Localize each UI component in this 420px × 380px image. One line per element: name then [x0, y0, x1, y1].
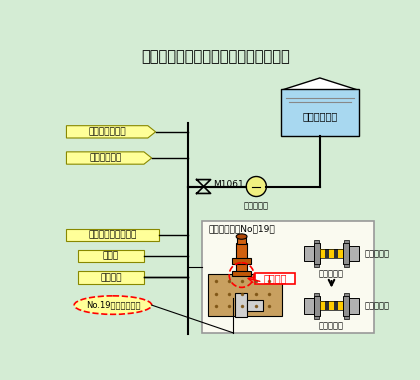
Bar: [320, 249, 343, 258]
Ellipse shape: [74, 296, 152, 314]
Bar: [78, 271, 144, 283]
Text: 伊方発電所　屋外消火配管系統概略図: 伊方発電所 屋外消火配管系統概略図: [141, 49, 290, 64]
Bar: [202, 221, 374, 333]
Bar: [344, 263, 349, 267]
Bar: [344, 316, 349, 319]
Bar: [339, 301, 343, 310]
Text: ガス庫前: ガス庫前: [100, 273, 122, 282]
Text: 変圧器消火設備: 変圧器消火設備: [88, 127, 126, 136]
Bar: [344, 241, 349, 244]
Text: 油庫前: 油庫前: [103, 251, 119, 260]
Text: 固体廃棄物貯蔵庫前: 固体廃棄物貯蔵庫前: [89, 231, 137, 239]
Text: 屋外消火栓（No．19）: 屋外消火栓（No．19）: [208, 224, 275, 233]
Text: ろ過水タンク: ろ過水タンク: [302, 111, 338, 122]
Bar: [329, 249, 334, 258]
Bar: [236, 243, 247, 275]
Bar: [255, 273, 295, 284]
Bar: [325, 249, 329, 258]
Bar: [315, 293, 319, 296]
Polygon shape: [281, 78, 359, 90]
Bar: [315, 316, 319, 319]
Text: ＜復旧前＞: ＜復旧前＞: [319, 269, 344, 278]
Bar: [235, 293, 247, 317]
Text: ＜復旧後＞: ＜復旧後＞: [319, 321, 344, 330]
Bar: [78, 250, 144, 262]
Bar: [314, 244, 320, 263]
Bar: [314, 296, 320, 316]
Text: ガスケット: ガスケット: [365, 249, 390, 258]
Bar: [232, 271, 251, 276]
Bar: [320, 301, 343, 310]
Text: 当該箇所: 当該箇所: [263, 274, 287, 283]
Text: 消火ポンプ: 消火ポンプ: [244, 201, 269, 210]
Bar: [343, 296, 349, 316]
Text: No.19荷揚げ岸壁橋: No.19荷揚げ岸壁橋: [86, 301, 140, 310]
Text: M1061: M1061: [213, 180, 244, 189]
Polygon shape: [66, 152, 152, 164]
Bar: [349, 298, 359, 314]
Text: ガスケット: ガスケット: [365, 301, 390, 310]
Bar: [304, 246, 314, 261]
Bar: [232, 258, 251, 263]
Bar: [339, 249, 343, 258]
Bar: [334, 301, 339, 310]
Bar: [247, 301, 262, 311]
Polygon shape: [66, 126, 155, 138]
Bar: [66, 229, 160, 241]
Bar: [237, 237, 246, 244]
Bar: [208, 274, 282, 316]
Bar: [329, 301, 334, 310]
Bar: [334, 249, 339, 258]
Bar: [343, 244, 349, 263]
Bar: [325, 301, 329, 310]
Bar: [281, 90, 359, 136]
Bar: [315, 263, 319, 267]
Bar: [315, 241, 319, 244]
Bar: [344, 293, 349, 296]
Bar: [320, 249, 325, 258]
Circle shape: [246, 176, 266, 196]
Text: 屋内消火栓他: 屋内消火栓他: [89, 154, 121, 163]
Ellipse shape: [236, 234, 247, 239]
Bar: [320, 301, 325, 310]
Bar: [349, 246, 359, 261]
Bar: [304, 298, 314, 314]
